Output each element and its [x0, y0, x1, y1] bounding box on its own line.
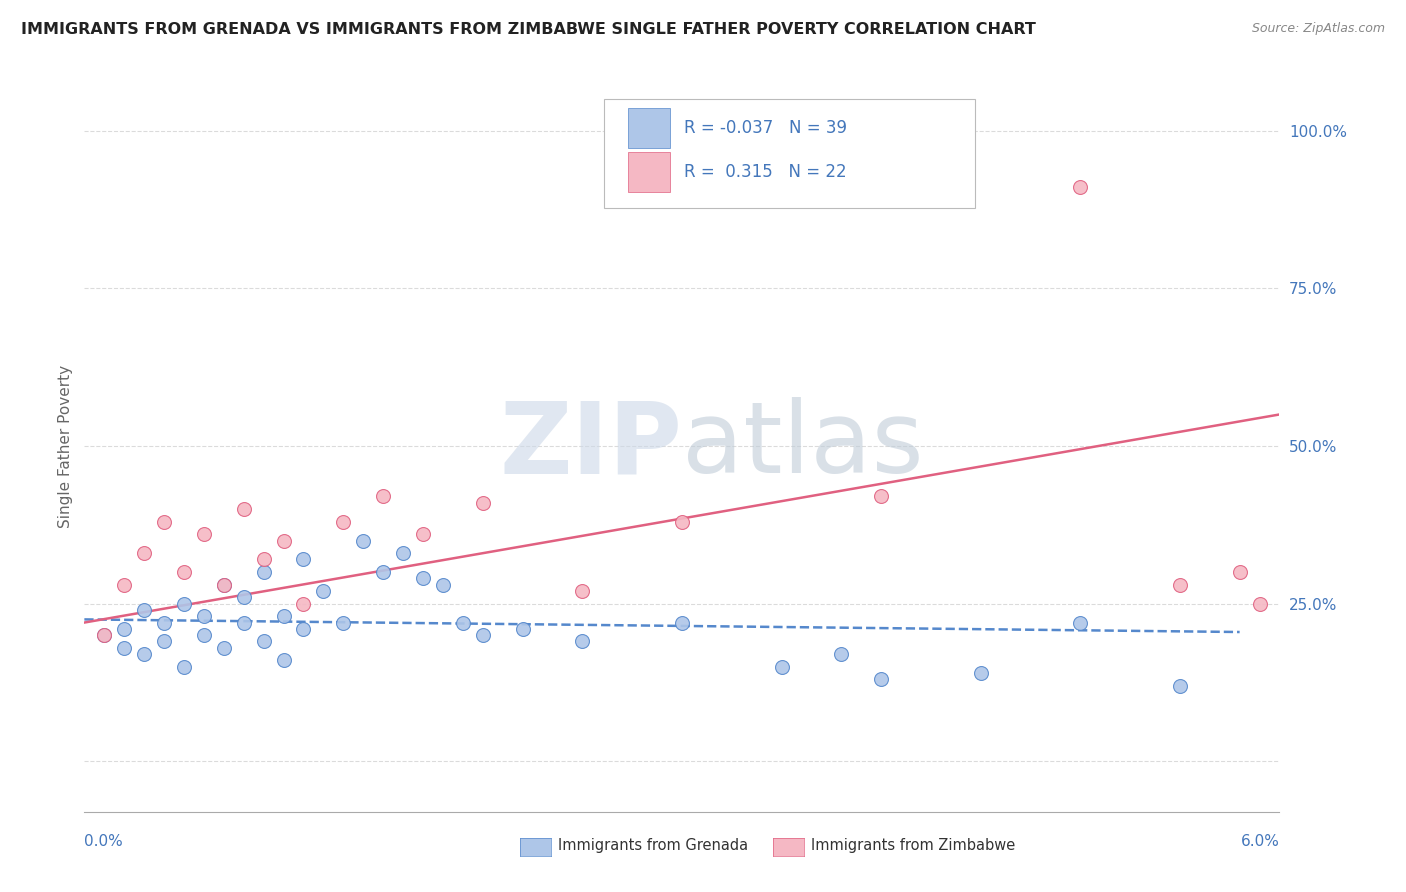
FancyBboxPatch shape	[628, 152, 671, 192]
Point	[373, 490, 395, 504]
Point	[312, 584, 335, 599]
Point	[112, 578, 135, 592]
Point	[512, 622, 534, 636]
Point	[392, 546, 415, 560]
Point	[1229, 565, 1251, 579]
Point	[212, 640, 235, 655]
Point	[132, 603, 156, 617]
Point	[173, 597, 195, 611]
Point	[671, 615, 693, 630]
Point	[671, 515, 693, 529]
Point	[373, 565, 395, 579]
Point	[830, 647, 852, 661]
Point	[870, 490, 893, 504]
Point	[212, 578, 235, 592]
Point	[273, 533, 295, 548]
Point	[332, 615, 354, 630]
Point	[193, 609, 215, 624]
Point	[232, 502, 254, 516]
Point	[232, 615, 254, 630]
Point	[770, 659, 793, 673]
Text: Source: ZipAtlas.com: Source: ZipAtlas.com	[1251, 22, 1385, 36]
Point	[93, 628, 115, 642]
Point	[112, 622, 135, 636]
Point	[332, 515, 354, 529]
Point	[153, 634, 176, 648]
Point	[1249, 597, 1271, 611]
Point	[1168, 578, 1191, 592]
Point	[232, 591, 254, 605]
Point	[212, 578, 235, 592]
Y-axis label: Single Father Poverty: Single Father Poverty	[58, 365, 73, 527]
Text: Immigrants from Grenada: Immigrants from Grenada	[558, 838, 748, 853]
Point	[432, 578, 454, 592]
Text: R =  0.315   N = 22: R = 0.315 N = 22	[685, 162, 846, 181]
Point	[132, 546, 156, 560]
Text: R = -0.037   N = 39: R = -0.037 N = 39	[685, 119, 848, 136]
Point	[153, 515, 176, 529]
Point	[292, 597, 315, 611]
Point	[273, 653, 295, 667]
Point	[1069, 180, 1091, 194]
Point	[93, 628, 115, 642]
FancyBboxPatch shape	[605, 99, 974, 209]
Point	[173, 565, 195, 579]
Point	[970, 665, 993, 680]
Point	[132, 647, 156, 661]
Point	[253, 634, 276, 648]
Point	[153, 615, 176, 630]
Point	[253, 552, 276, 566]
Point	[471, 628, 494, 642]
Point	[571, 634, 593, 648]
Point	[193, 527, 215, 541]
Text: 0.0%: 0.0%	[84, 834, 124, 849]
Point	[253, 565, 276, 579]
Point	[352, 533, 374, 548]
Text: 6.0%: 6.0%	[1240, 834, 1279, 849]
Point	[173, 659, 195, 673]
Text: Immigrants from Zimbabwe: Immigrants from Zimbabwe	[811, 838, 1015, 853]
Point	[273, 609, 295, 624]
Point	[571, 584, 593, 599]
Point	[412, 527, 434, 541]
Point	[112, 640, 135, 655]
Point	[1069, 615, 1091, 630]
Point	[193, 628, 215, 642]
Point	[292, 552, 315, 566]
Point	[292, 622, 315, 636]
Point	[451, 615, 474, 630]
Point	[412, 571, 434, 585]
Text: atlas: atlas	[682, 398, 924, 494]
FancyBboxPatch shape	[628, 108, 671, 148]
Point	[1168, 679, 1191, 693]
Text: ZIP: ZIP	[499, 398, 682, 494]
Point	[471, 496, 494, 510]
Point	[870, 673, 893, 687]
Text: IMMIGRANTS FROM GRENADA VS IMMIGRANTS FROM ZIMBABWE SINGLE FATHER POVERTY CORREL: IMMIGRANTS FROM GRENADA VS IMMIGRANTS FR…	[21, 22, 1036, 37]
